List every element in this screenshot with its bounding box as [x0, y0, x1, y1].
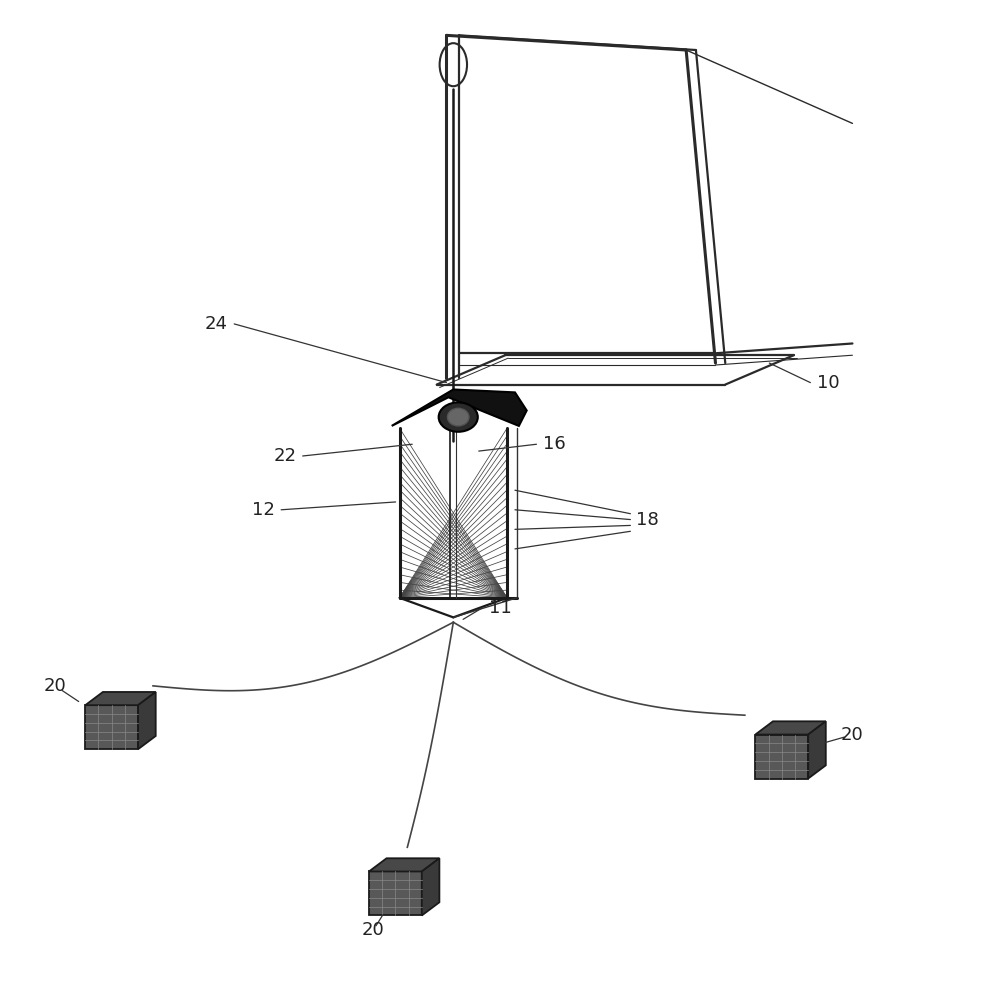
Polygon shape — [422, 858, 439, 915]
Polygon shape — [369, 858, 439, 871]
Polygon shape — [391, 389, 527, 426]
Text: 12: 12 — [252, 501, 275, 519]
Text: 24: 24 — [205, 315, 229, 333]
Polygon shape — [85, 705, 138, 749]
Text: 11: 11 — [489, 599, 512, 617]
Text: 18: 18 — [636, 511, 658, 529]
Text: 20: 20 — [44, 677, 67, 695]
Ellipse shape — [439, 402, 478, 432]
Ellipse shape — [447, 408, 469, 426]
Text: 20: 20 — [841, 726, 864, 744]
Polygon shape — [85, 692, 156, 705]
Polygon shape — [755, 735, 808, 779]
Text: 16: 16 — [542, 435, 565, 453]
Polygon shape — [369, 871, 422, 915]
Polygon shape — [755, 721, 826, 735]
Polygon shape — [138, 692, 156, 749]
Text: 22: 22 — [274, 447, 296, 465]
Text: 20: 20 — [362, 921, 385, 939]
Polygon shape — [808, 721, 826, 779]
Text: 10: 10 — [816, 374, 840, 392]
